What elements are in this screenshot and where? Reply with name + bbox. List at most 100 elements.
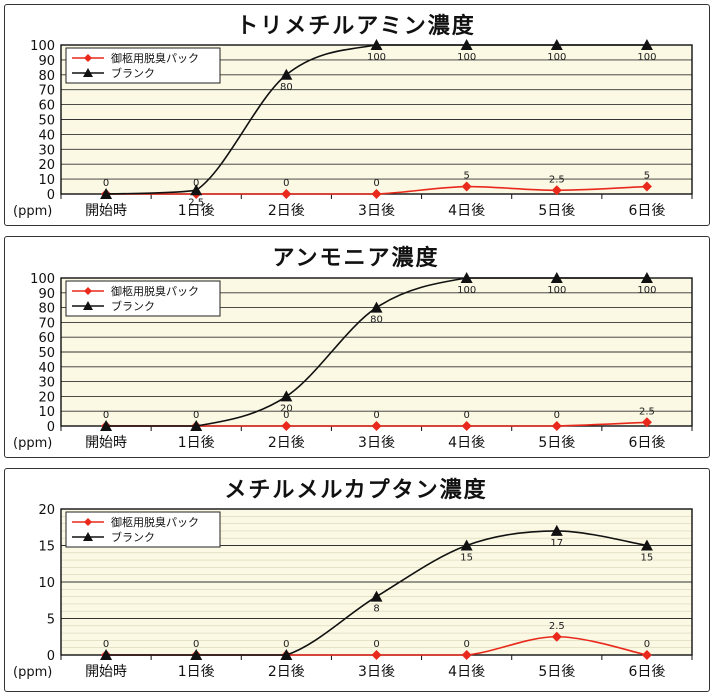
data-point-triangle [280,68,293,80]
data-point-triangle [100,649,113,660]
y-tick-label: 40 [38,361,55,376]
legend-marker-triangle [83,532,93,541]
data-label: 100 [457,52,476,63]
x-tick-label: 1日後 [178,664,215,680]
data-label: 0 [463,410,469,421]
data-label: 0 [373,410,379,421]
data-label: 0 [193,639,199,650]
unit-label: (ppm) [13,665,52,680]
data-point-diamond [461,421,472,431]
x-tick-label: 2日後 [268,664,305,680]
data-point-triangle [370,39,383,50]
data-point-diamond [551,421,562,431]
data-point-triangle [460,39,473,50]
chart-panel-trimethylamine: トリメチルアミン濃度 0 10 20 30 40 50 60 70 80 90 100 開始時 1日後 2日… [4,4,710,226]
x-tick-label: 開始時 [85,203,127,219]
unit-label: (ppm) [13,204,52,219]
data-point-triangle [640,539,653,551]
legend-box [65,47,221,84]
data-label: 100 [547,285,566,296]
data-label: 0 [283,178,289,189]
data-label: 20 [280,403,293,414]
data-label: 2.5 [549,621,565,632]
y-tick-label: 100 [30,39,55,54]
data-label: 2.5 [188,197,204,208]
data-label: 80 [280,82,293,93]
chart-title: アンモニア濃度 [272,245,439,271]
y-tick-label: 80 [38,302,55,317]
x-tick-label: 6日後 [628,435,665,451]
legend-marker-triangle [83,301,93,310]
y-tick-label: 20 [38,158,55,173]
data-label: 0 [193,178,199,189]
data-point-triangle [640,272,653,283]
y-tick-label: 20 [38,503,55,518]
legend-marker-triangle [83,68,93,77]
data-label: 0 [373,178,379,189]
legend-marker-diamond [84,54,92,62]
data-label: 0 [283,410,289,421]
y-tick-label: 30 [38,143,55,158]
data-point-diamond [641,181,652,192]
data-point-diamond [551,185,562,196]
data-point-triangle [280,390,293,402]
y-tick-label: 50 [38,114,55,129]
data-point-diamond [371,421,382,431]
data-label: 100 [547,52,566,63]
data-label: 80 [370,315,383,326]
data-label: 0 [283,639,289,650]
x-tick-label: 6日後 [628,664,665,680]
x-tick-label: 4日後 [448,203,485,219]
data-point-triangle [190,184,203,196]
x-tick-label: 5日後 [538,203,575,219]
chart-title: トリメチルアミン濃度 [236,13,476,39]
x-tick-label: 6日後 [628,203,665,219]
data-label: 0 [103,410,109,421]
data-point-triangle [190,420,203,431]
legend-box [65,511,221,548]
data-point-diamond [461,650,472,660]
x-tick-label: 開始時 [85,435,127,451]
y-tick-label: 10 [38,576,55,591]
y-tick-label: 30 [38,376,55,391]
y-tick-label: 15 [38,540,55,555]
x-tick-label: 1日後 [178,435,215,451]
legend-marker-diamond [84,287,92,295]
y-tick-label: 60 [38,99,55,114]
y-tick-label: 10 [38,173,55,188]
y-tick-label: 20 [38,390,55,405]
y-tick-label: 40 [38,128,55,143]
x-tick-label: 4日後 [448,664,485,680]
data-label: 15 [460,553,473,564]
data-label: 0 [103,178,109,189]
y-tick-label: 0 [47,188,55,203]
data-label: 2.5 [639,406,655,417]
legend-label-0: 御柩用脱臭パック [111,515,199,529]
data-label: 5 [463,171,469,182]
data-point-diamond [461,181,472,192]
x-tick-label: 1日後 [178,203,215,219]
data-label: 0 [373,639,379,650]
y-tick-label: 70 [38,84,55,99]
data-point-triangle [100,188,113,199]
x-tick-label: 2日後 [268,435,305,451]
data-label: 8 [373,604,379,615]
data-point-triangle [370,590,383,602]
data-label: 100 [457,285,476,296]
data-label: 100 [637,285,656,296]
x-tick-label: 2日後 [268,203,305,219]
data-point-diamond [281,189,292,199]
legend-marker-diamond [84,518,92,526]
chart-title: メチルメルカプタン濃度 [224,477,487,503]
x-tick-label: 開始時 [85,664,127,680]
data-point-triangle [100,420,113,431]
data-point-triangle [550,39,563,50]
x-tick-label: 5日後 [538,435,575,451]
x-tick-label: 3日後 [358,203,395,219]
x-tick-label: 5日後 [538,664,575,680]
data-label: 0 [644,639,650,650]
y-tick-label: 80 [38,69,55,84]
y-tick-label: 70 [38,316,55,331]
data-point-triangle [460,539,473,551]
data-label: 100 [637,52,656,63]
